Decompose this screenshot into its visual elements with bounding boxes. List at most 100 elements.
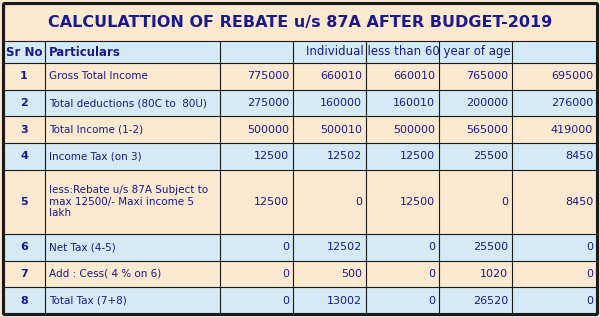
Text: 12500: 12500 xyxy=(254,197,289,207)
Bar xyxy=(3,116,45,143)
Text: 25500: 25500 xyxy=(473,152,508,161)
Bar xyxy=(220,116,293,143)
Text: 5: 5 xyxy=(20,197,28,207)
Text: 8450: 8450 xyxy=(565,152,593,161)
Bar xyxy=(45,261,220,287)
Bar xyxy=(366,63,439,90)
Bar xyxy=(366,287,439,314)
Text: 8450: 8450 xyxy=(565,197,593,207)
Bar xyxy=(439,63,512,90)
Bar xyxy=(366,116,439,143)
Text: CALCULATTION OF REBATE u/s 87A AFTER BUDGET-2019: CALCULATTION OF REBATE u/s 87A AFTER BUD… xyxy=(48,15,552,29)
Text: 12502: 12502 xyxy=(327,242,362,252)
Text: 1020: 1020 xyxy=(480,269,508,279)
Bar xyxy=(220,287,293,314)
Text: 775000: 775000 xyxy=(247,71,289,81)
Bar xyxy=(512,143,597,170)
Bar xyxy=(366,143,439,170)
Text: 4: 4 xyxy=(20,152,28,161)
Bar xyxy=(293,143,366,170)
Bar xyxy=(45,170,220,234)
Bar xyxy=(293,90,366,116)
Bar xyxy=(512,234,597,261)
Bar xyxy=(220,41,597,63)
Bar xyxy=(45,90,220,116)
Bar xyxy=(293,63,366,90)
Bar xyxy=(3,287,45,314)
Text: 6: 6 xyxy=(20,242,28,252)
Text: Total deductions (80C to  80U): Total deductions (80C to 80U) xyxy=(49,98,207,108)
Text: 500010: 500010 xyxy=(320,125,362,135)
Bar xyxy=(3,234,45,261)
Bar xyxy=(3,170,45,234)
Bar xyxy=(512,287,597,314)
Text: 160000: 160000 xyxy=(320,98,362,108)
Text: 0: 0 xyxy=(355,197,362,207)
Bar xyxy=(439,234,512,261)
Bar xyxy=(439,90,512,116)
Bar xyxy=(3,41,45,63)
Text: Net Tax (4-5): Net Tax (4-5) xyxy=(49,242,116,252)
Text: 765000: 765000 xyxy=(466,71,508,81)
Bar xyxy=(366,90,439,116)
Bar xyxy=(220,63,293,90)
Text: Particulars: Particulars xyxy=(49,46,121,59)
Bar xyxy=(439,143,512,170)
Bar xyxy=(45,287,220,314)
Bar xyxy=(45,234,220,261)
Text: 200000: 200000 xyxy=(466,98,508,108)
Bar xyxy=(293,234,366,261)
Text: Total Tax (7+8): Total Tax (7+8) xyxy=(49,296,127,306)
Text: 0: 0 xyxy=(501,197,508,207)
Text: Gross Total Income: Gross Total Income xyxy=(49,71,148,81)
Bar xyxy=(512,90,597,116)
Bar xyxy=(512,116,597,143)
Text: 25500: 25500 xyxy=(473,242,508,252)
Bar xyxy=(220,234,293,261)
Text: 0: 0 xyxy=(428,269,435,279)
Bar xyxy=(220,261,293,287)
Bar xyxy=(45,143,220,170)
Text: 7: 7 xyxy=(20,269,28,279)
Bar xyxy=(439,116,512,143)
Text: 0: 0 xyxy=(586,296,593,306)
Text: 0: 0 xyxy=(428,296,435,306)
Text: 12500: 12500 xyxy=(400,152,435,161)
Bar xyxy=(45,41,220,63)
Bar xyxy=(293,287,366,314)
Bar xyxy=(366,170,439,234)
Bar xyxy=(220,170,293,234)
Bar xyxy=(3,63,45,90)
Text: 419000: 419000 xyxy=(551,125,593,135)
Text: 565000: 565000 xyxy=(466,125,508,135)
Text: 12500: 12500 xyxy=(400,197,435,207)
Bar xyxy=(3,261,45,287)
Text: 500000: 500000 xyxy=(393,125,435,135)
Text: 0: 0 xyxy=(282,269,289,279)
Text: 0: 0 xyxy=(282,296,289,306)
Bar xyxy=(220,143,293,170)
Bar xyxy=(45,116,220,143)
Text: 26520: 26520 xyxy=(473,296,508,306)
Bar xyxy=(3,3,597,41)
Text: 500: 500 xyxy=(341,269,362,279)
Text: 3: 3 xyxy=(20,125,28,135)
Bar xyxy=(45,63,220,90)
Text: 276000: 276000 xyxy=(551,98,593,108)
Bar xyxy=(293,170,366,234)
Text: 660010: 660010 xyxy=(320,71,362,81)
Text: 0: 0 xyxy=(586,242,593,252)
Text: 0: 0 xyxy=(282,242,289,252)
Text: 160010: 160010 xyxy=(393,98,435,108)
Text: 12502: 12502 xyxy=(327,152,362,161)
Text: Sr No: Sr No xyxy=(6,46,42,59)
Text: 0: 0 xyxy=(428,242,435,252)
Bar xyxy=(439,261,512,287)
Text: 695000: 695000 xyxy=(551,71,593,81)
Bar xyxy=(293,261,366,287)
Text: Total Income (1-2): Total Income (1-2) xyxy=(49,125,143,135)
Text: Individual less than 60 year of age: Individual less than 60 year of age xyxy=(306,46,511,59)
Bar xyxy=(3,143,45,170)
Bar xyxy=(512,170,597,234)
Bar xyxy=(366,234,439,261)
